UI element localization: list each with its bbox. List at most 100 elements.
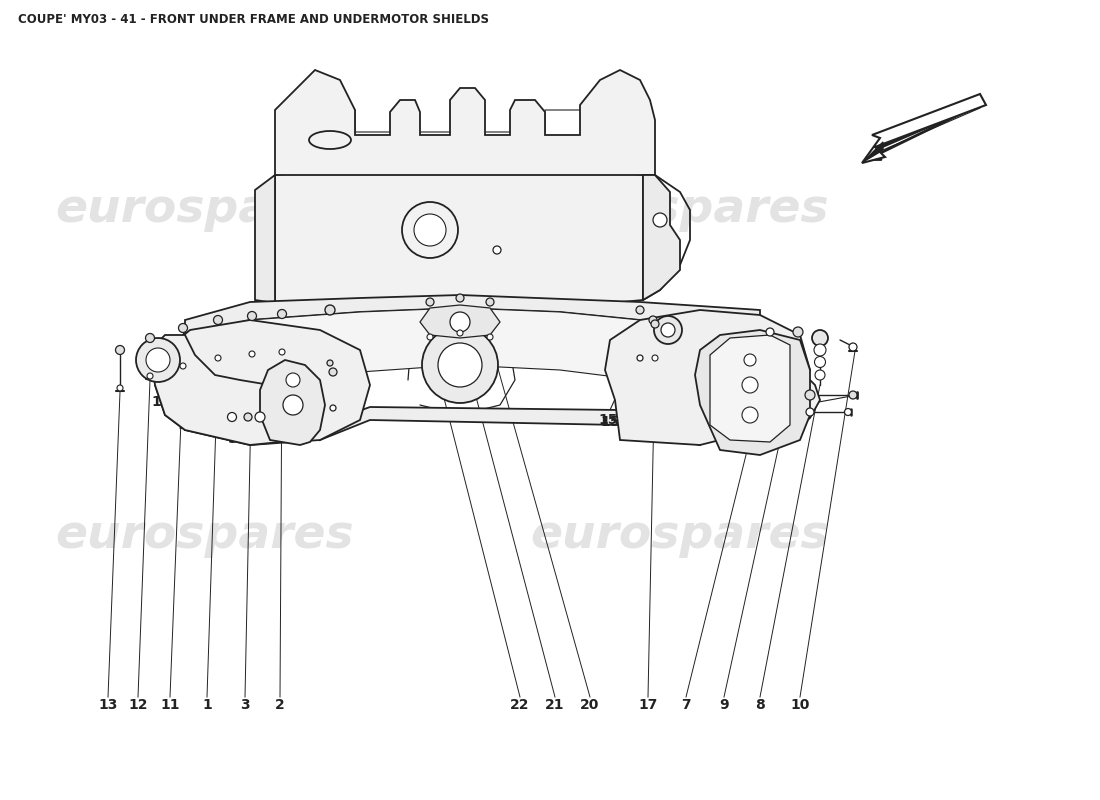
Text: 21: 21 — [546, 698, 564, 712]
Text: eurospares: eurospares — [55, 513, 353, 558]
Text: 3: 3 — [240, 698, 250, 712]
Circle shape — [427, 334, 433, 340]
Text: 19: 19 — [195, 357, 213, 371]
Text: 4: 4 — [178, 420, 188, 434]
Circle shape — [814, 344, 826, 356]
Circle shape — [849, 343, 857, 351]
Circle shape — [766, 328, 774, 336]
Polygon shape — [710, 335, 790, 442]
Circle shape — [814, 357, 825, 367]
Circle shape — [146, 348, 170, 372]
Text: 6: 6 — [713, 413, 723, 427]
Circle shape — [283, 395, 302, 415]
Text: 16: 16 — [631, 413, 651, 427]
Circle shape — [637, 355, 644, 361]
Circle shape — [248, 311, 256, 321]
Polygon shape — [255, 175, 275, 303]
Text: 5: 5 — [228, 432, 238, 446]
Text: eurospares: eurospares — [530, 513, 828, 558]
Text: 17: 17 — [638, 698, 658, 712]
Circle shape — [654, 316, 682, 344]
Circle shape — [329, 368, 337, 376]
Text: 4: 4 — [770, 415, 780, 429]
Text: 12: 12 — [129, 698, 147, 712]
Circle shape — [806, 408, 814, 416]
Text: eurospares: eurospares — [530, 187, 828, 233]
Text: 22: 22 — [510, 698, 530, 712]
Text: 2: 2 — [275, 698, 285, 712]
Circle shape — [213, 315, 222, 325]
Circle shape — [815, 370, 825, 380]
Polygon shape — [190, 315, 760, 350]
Text: 18: 18 — [152, 395, 170, 409]
Circle shape — [845, 409, 851, 415]
Text: 6: 6 — [713, 415, 723, 429]
Circle shape — [661, 323, 675, 337]
Text: 11: 11 — [161, 698, 179, 712]
Circle shape — [277, 310, 286, 318]
Circle shape — [426, 298, 434, 306]
Circle shape — [456, 330, 463, 336]
Circle shape — [324, 305, 336, 315]
Circle shape — [117, 385, 123, 391]
Circle shape — [812, 330, 828, 346]
Circle shape — [244, 413, 252, 421]
Circle shape — [651, 320, 659, 328]
Circle shape — [652, 355, 658, 361]
Circle shape — [228, 413, 236, 422]
Circle shape — [649, 316, 657, 324]
Polygon shape — [155, 320, 370, 445]
Circle shape — [330, 405, 336, 411]
Circle shape — [214, 355, 221, 361]
Circle shape — [422, 327, 498, 403]
Text: 8: 8 — [755, 698, 764, 712]
Circle shape — [493, 246, 500, 254]
Polygon shape — [250, 308, 640, 380]
Polygon shape — [275, 162, 644, 310]
Circle shape — [255, 412, 265, 422]
Circle shape — [286, 373, 300, 387]
Polygon shape — [605, 310, 810, 445]
Circle shape — [414, 214, 446, 246]
Circle shape — [279, 349, 285, 355]
Polygon shape — [275, 70, 654, 175]
Circle shape — [653, 213, 667, 227]
Text: COUPE' MY03 - 41 - FRONT UNDER FRAME AND UNDERMOTOR SHIELDS: COUPE' MY03 - 41 - FRONT UNDER FRAME AND… — [18, 13, 490, 26]
Circle shape — [742, 407, 758, 423]
Circle shape — [849, 391, 857, 399]
Text: 6: 6 — [268, 432, 278, 446]
Text: 15: 15 — [601, 415, 619, 429]
Circle shape — [438, 343, 482, 387]
Circle shape — [487, 334, 493, 340]
Circle shape — [147, 373, 153, 379]
Text: 10: 10 — [790, 698, 810, 712]
Circle shape — [180, 363, 186, 369]
Text: 1: 1 — [202, 698, 212, 712]
Polygon shape — [260, 360, 324, 445]
Polygon shape — [150, 335, 300, 445]
Circle shape — [249, 351, 255, 357]
Ellipse shape — [309, 131, 351, 149]
Circle shape — [456, 294, 464, 302]
Circle shape — [327, 360, 333, 366]
Circle shape — [450, 312, 470, 332]
Circle shape — [116, 346, 124, 354]
Circle shape — [145, 334, 154, 342]
Circle shape — [805, 390, 815, 400]
Text: 13: 13 — [98, 698, 118, 712]
Polygon shape — [185, 295, 760, 335]
Circle shape — [636, 306, 644, 314]
Text: 16: 16 — [634, 415, 652, 429]
Polygon shape — [862, 94, 986, 163]
Circle shape — [486, 298, 494, 306]
Polygon shape — [695, 330, 810, 455]
Text: 5: 5 — [737, 413, 747, 427]
Circle shape — [744, 354, 756, 366]
Text: 9: 9 — [719, 698, 729, 712]
Text: 15: 15 — [598, 413, 618, 427]
Text: 4: 4 — [770, 413, 780, 427]
Text: 20: 20 — [581, 698, 600, 712]
Circle shape — [793, 327, 803, 337]
Circle shape — [178, 323, 187, 333]
Polygon shape — [420, 305, 500, 338]
